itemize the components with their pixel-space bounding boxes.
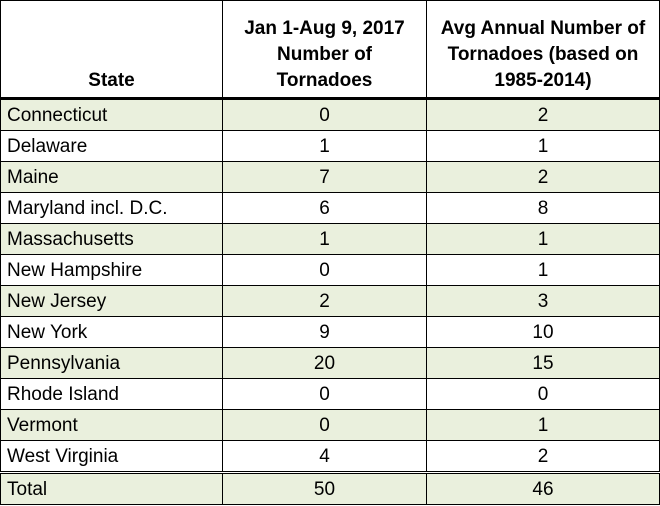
state-cell: Connecticut xyxy=(0,98,223,131)
table-row: Massachusetts 1 1 xyxy=(0,223,660,255)
state-cell: New York xyxy=(0,316,223,348)
avg-annual-cell: 1 xyxy=(426,409,660,441)
count-2017-cell: 0 xyxy=(222,409,427,441)
state-cell: Vermont xyxy=(0,409,223,441)
avg-annual-cell: 2 xyxy=(426,161,660,193)
table-row: New York 9 10 xyxy=(0,316,660,348)
total-row: Total 50 46 xyxy=(0,471,660,505)
count-2017-cell: 0 xyxy=(222,98,427,131)
total-label: Total xyxy=(0,471,223,505)
table-row: West Virginia 4 2 xyxy=(0,440,660,473)
state-cell: Rhode Island xyxy=(0,378,223,410)
state-cell: West Virginia xyxy=(0,440,223,473)
avg-annual-cell: 8 xyxy=(426,192,660,224)
avg-annual-cell: 2 xyxy=(426,440,660,473)
table-row: Vermont 0 1 xyxy=(0,409,660,441)
count-2017-cell: 1 xyxy=(222,223,427,255)
table-row: New Jersey 2 3 xyxy=(0,285,660,317)
count-2017-cell: 0 xyxy=(222,378,427,410)
header-row: State Jan 1-Aug 9, 2017 Number of Tornad… xyxy=(0,0,660,99)
state-cell: Pennsylvania xyxy=(0,347,223,379)
avg-annual-cell: 0 xyxy=(426,378,660,410)
state-cell: New Hampshire xyxy=(0,254,223,286)
state-cell: Massachusetts xyxy=(0,223,223,255)
state-cell: New Jersey xyxy=(0,285,223,317)
table-body: Connecticut 0 2 Delaware 1 1 Maine 7 2 Maryland i… xyxy=(0,98,660,473)
table-row: New Hampshire 0 1 xyxy=(0,254,660,286)
avg-annual-cell: 3 xyxy=(426,285,660,317)
count-2017-cell: 1 xyxy=(222,130,427,162)
total-count-2017: 50 xyxy=(222,471,427,505)
table-row: Rhode Island 0 0 xyxy=(0,378,660,410)
count-2017-cell: 0 xyxy=(222,254,427,286)
table-row: Maryland incl. D.C. 6 8 xyxy=(0,192,660,224)
header-avg-annual: Avg Annual Number of Tornadoes (based on… xyxy=(426,0,660,99)
state-cell: Maryland incl. D.C. xyxy=(0,192,223,224)
count-2017-cell: 4 xyxy=(222,440,427,473)
total-avg-annual: 46 xyxy=(426,471,660,505)
table-row: Delaware 1 1 xyxy=(0,130,660,162)
table-footer: Total 50 46 xyxy=(0,471,660,505)
table-row: Maine 7 2 xyxy=(0,161,660,193)
count-2017-cell: 20 xyxy=(222,347,427,379)
table-header: State Jan 1-Aug 9, 2017 Number of Tornad… xyxy=(0,0,660,99)
count-2017-cell: 2 xyxy=(222,285,427,317)
table-row: Pennsylvania 20 15 xyxy=(0,347,660,379)
avg-annual-cell: 2 xyxy=(426,98,660,131)
header-state: State xyxy=(0,0,223,99)
count-2017-cell: 6 xyxy=(222,192,427,224)
header-count-2017: Jan 1-Aug 9, 2017 Number of Tornadoes xyxy=(222,0,427,99)
count-2017-cell: 9 xyxy=(222,316,427,348)
count-2017-cell: 7 xyxy=(222,161,427,193)
state-cell: Maine xyxy=(0,161,223,193)
state-cell: Delaware xyxy=(0,130,223,162)
table-row: Connecticut 0 2 xyxy=(0,98,660,131)
avg-annual-cell: 10 xyxy=(426,316,660,348)
avg-annual-cell: 15 xyxy=(426,347,660,379)
avg-annual-cell: 1 xyxy=(426,254,660,286)
avg-annual-cell: 1 xyxy=(426,130,660,162)
avg-annual-cell: 1 xyxy=(426,223,660,255)
